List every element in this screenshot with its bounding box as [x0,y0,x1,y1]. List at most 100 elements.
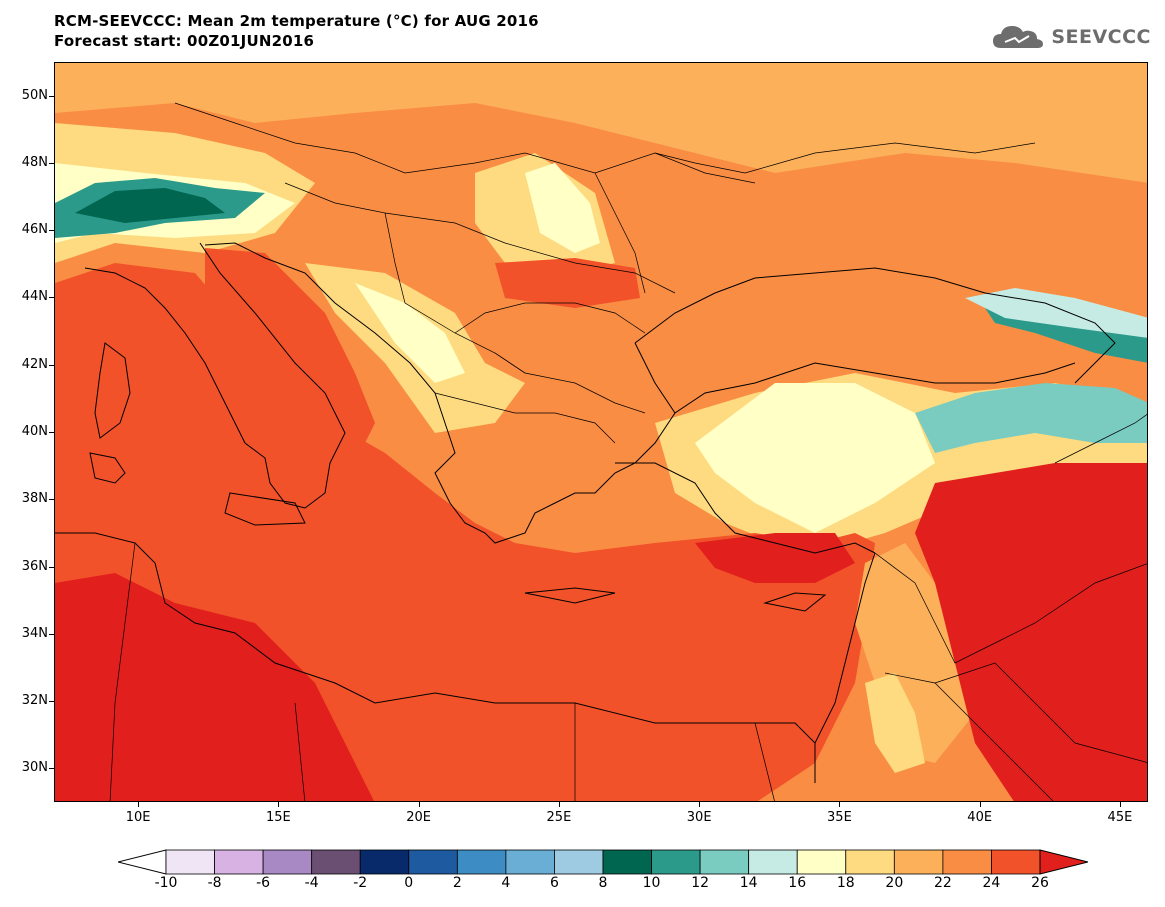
lat-label: 30N [21,760,48,776]
colorbar-label: -6 [256,875,271,891]
lat-tick [49,297,54,299]
colorbar-label: 14 [739,875,758,891]
map-canvas [55,63,1147,801]
colorbar-swatch [408,849,458,875]
temp-caucasus-cool [965,288,1147,338]
colorbar-swatch [505,849,555,875]
lat-label: 40N [21,424,48,439]
colorbar-label: 6 [549,875,559,891]
temp-anatolia-teal [915,383,1147,453]
lon-label: 45E [1107,810,1133,825]
lat-label: 38N [21,491,48,507]
colorbar-swatch [311,849,361,875]
colorbar-label: 22 [933,875,952,891]
lon-tick [839,802,841,807]
colorbar-label: 16 [788,875,807,891]
country-borders [109,102,1147,801]
colorbar-swatch [942,849,992,875]
lon-label: 25E [546,810,572,825]
lon-label: 15E [266,810,291,825]
lon-label: 10E [125,810,151,825]
lat-label: 46N [21,222,48,238]
temp-africa-hot [55,573,374,801]
colorbar-min-arrow [118,849,167,875]
temp-anatolia-cool [695,383,935,533]
cloud-icon [993,26,1044,48]
temperature-field [55,63,1147,801]
colorbar-swatch [845,849,895,875]
lon-tick [558,802,560,807]
lat-label: 42N [21,356,48,372]
lat-tick [49,95,54,97]
lat-label: 50N [21,87,48,103]
colorbar-label: 4 [501,875,511,891]
colorbar-max-arrow [1039,849,1088,875]
colorbar-swatch [991,849,1041,875]
colorbar-label: -4 [304,875,319,891]
temp-levant-cool [865,673,925,773]
colorbar-swatch [699,849,750,875]
lat-tick [49,566,54,568]
lat-label: 32N [21,693,48,709]
colorbar-swatch [893,849,944,875]
lat-label: 48N [21,154,48,170]
colorbar-label: 8 [598,875,608,891]
colorbar-label: 26 [1031,875,1049,891]
colorbar-label: 2 [452,875,462,891]
logo-text: SEEVCCC [1051,26,1151,48]
lat-tick [49,432,54,433]
temp-carpathians-cool [525,163,600,253]
temp-8-10-alps [75,188,225,223]
lat-tick [49,768,54,770]
lon-label: 35E [827,810,852,825]
lat-label: 34N [21,625,48,641]
lon-tick [278,802,280,807]
colorbar-swatch [456,849,507,875]
colorbar-swatch [262,849,313,875]
lat-tick [49,364,54,366]
temperature-map[interactable] [54,62,1148,802]
lon-tick [1119,802,1121,807]
temp-mesopotamia-hot [915,463,1147,801]
colorbar-swatch [554,849,604,875]
colorbar-swatch [602,849,652,875]
forecast-start-label: Forecast start: 00Z01JUN2016 [54,32,315,50]
temp-24-26-north [55,63,1147,183]
coastlines [55,242,1116,783]
colorbar-swatch [748,849,798,875]
colorbar-label: -2 [353,875,368,891]
lon-label: 20E [406,810,432,825]
colorbar-label: -8 [207,875,222,891]
map-title: RCM-SEEVCCC: Mean 2m temperature (°C) fo… [54,12,539,30]
colorbar-swatch [165,849,215,875]
lon-label: 40E [967,810,993,825]
colorbar-label: 18 [836,875,855,891]
temp-east-med-hot [695,533,855,583]
colorbar-swatch [359,849,410,875]
lon-label: 30E [686,810,712,825]
lat-tick [49,499,54,501]
colorbar-swatch [214,849,264,875]
colorbar-label: -10 [154,875,178,891]
lon-tick [138,802,140,807]
lon-tick [979,802,981,807]
temp-italy [205,248,375,463]
colorbar-label: 24 [982,875,1001,891]
colorbar-label: 12 [691,875,710,891]
colorbar-swatch [651,849,701,875]
colorbar-swatch [796,849,847,875]
lat-label: 36N [21,558,48,574]
lat-tick [49,230,54,232]
lat-tick [49,701,54,703]
lat-label: 44N [21,289,48,305]
temperature-colorbar [118,849,1088,875]
temp-balkans-cool [355,283,465,383]
seevccc-logo: SEEVCCC [991,22,1151,52]
colorbar-label: 20 [885,875,904,891]
lat-tick [49,633,54,635]
lon-tick [418,802,420,807]
lon-tick [699,802,701,807]
temp-east-europe-hot [495,258,640,308]
colorbar-label: 0 [404,875,414,891]
lat-tick [49,162,54,164]
